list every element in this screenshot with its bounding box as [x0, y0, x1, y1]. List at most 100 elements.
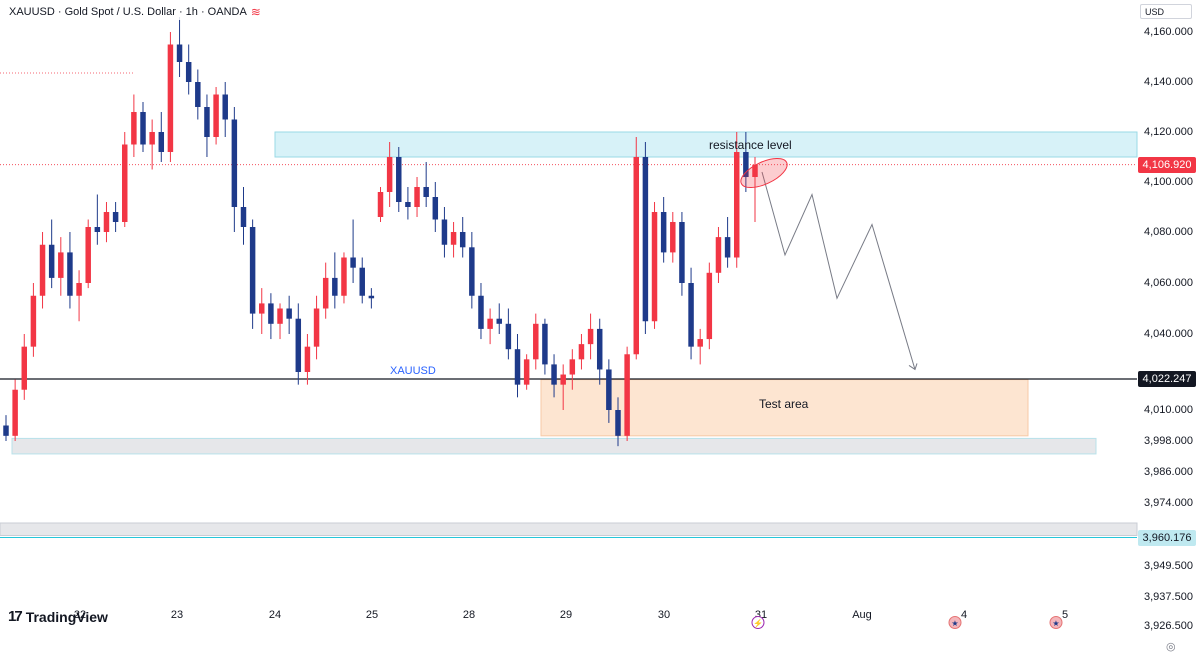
projection-path[interactable]: [761, 171, 916, 370]
candle: [149, 119, 155, 170]
price-tick-label: 4,040.000: [1144, 328, 1193, 340]
candle: [743, 132, 749, 192]
time-tick-label: 23: [170, 609, 184, 621]
us-flag-icon[interactable]: ★: [948, 616, 962, 629]
candle: [578, 334, 585, 370]
candle: [350, 219, 356, 283]
candle: [752, 157, 758, 222]
price-tick-label: 3,937.500: [1144, 591, 1193, 603]
candle: [368, 288, 375, 309]
candle: [423, 162, 429, 207]
lines-layer: [0, 72, 1137, 539]
zone-lower-band[interactable]: [0, 522, 1138, 536]
candle: [268, 293, 274, 340]
price-tick-label: 3,998.000: [1144, 435, 1193, 447]
candle: [651, 202, 658, 329]
chart-title-text: XAUUSD · Gold Spot / U.S. Dollar · 1h · …: [9, 6, 247, 18]
candle: [377, 187, 384, 222]
candle: [560, 364, 566, 410]
candle: [487, 308, 493, 345]
candles-layer: [3, 17, 758, 447]
candle: [3, 415, 9, 441]
candle: [505, 308, 512, 360]
candle: [158, 112, 165, 162]
candle: [213, 87, 219, 145]
price-tick-label: 4,080.000: [1144, 226, 1193, 238]
us-flag-icon[interactable]: ★: [1049, 616, 1063, 629]
tradingview-logo[interactable]: 17 TradingView: [8, 608, 108, 625]
candle: [670, 212, 676, 263]
candle: [249, 219, 256, 329]
candle: [533, 313, 539, 370]
brand-name: TradingView: [25, 608, 108, 625]
candle: [58, 237, 64, 296]
candle: [204, 94, 210, 157]
time-tick-label: 24: [268, 609, 282, 621]
settings-icon[interactable]: ◎: [1166, 641, 1176, 653]
candle: [688, 267, 694, 360]
candle: [167, 32, 174, 162]
candle: [514, 334, 521, 398]
candle: [322, 262, 329, 319]
projection-arrowhead: [908, 363, 918, 371]
candle: [405, 187, 411, 220]
time-tick-label: 30: [657, 609, 671, 621]
price-tick-label: 3,926.500: [1144, 620, 1193, 632]
flash-icon[interactable]: ⚡: [751, 616, 765, 629]
candle: [432, 182, 439, 232]
candle: [48, 219, 55, 289]
candle: [542, 318, 548, 375]
level-price-badge: 4,022.247: [1138, 370, 1196, 387]
candle: [259, 288, 265, 334]
candle: [313, 295, 320, 360]
candle: [386, 142, 393, 207]
candle: [222, 82, 228, 137]
candle: [615, 397, 621, 447]
candle: [94, 194, 101, 245]
price-tick-label: 4,160.000: [1144, 26, 1193, 38]
candle: [478, 283, 484, 340]
candle: [724, 217, 731, 268]
candle: [295, 303, 302, 385]
candle: [441, 207, 448, 258]
candle: [697, 328, 703, 365]
candle: [642, 142, 649, 334]
price-tick-label: 4,010.000: [1144, 404, 1193, 416]
candle: [469, 232, 475, 309]
time-tick-label: 5: [1061, 609, 1069, 621]
price-tick-label: 3,986.000: [1144, 466, 1193, 478]
time-tick-label: 28: [462, 609, 476, 621]
candle: [185, 44, 192, 95]
candle: [341, 252, 347, 304]
highlight-ellipse[interactable]: [737, 152, 792, 193]
currency-selector[interactable]: USD: [1140, 4, 1192, 19]
price-tick-label: 4,120.000: [1144, 126, 1193, 138]
candle: [359, 257, 365, 304]
candle: [396, 147, 402, 212]
candle: [195, 69, 201, 120]
candle: [103, 202, 110, 243]
candle: [450, 222, 457, 258]
candle: [633, 137, 639, 360]
candle: [606, 359, 612, 423]
candle: [12, 379, 18, 441]
zone-support[interactable]: [11, 437, 1097, 455]
candle: [332, 252, 338, 309]
candle: [624, 346, 630, 441]
candle: [459, 217, 466, 258]
live-data-icon: ≋: [250, 5, 261, 19]
candle: [496, 303, 502, 334]
chart-title[interactable]: XAUUSD · Gold Spot / U.S. Dollar · 1h · …: [6, 4, 264, 20]
price-tick-label: 4,140.000: [1144, 76, 1193, 88]
candle: [176, 17, 183, 77]
current-price-badge: 4,106.920: [1138, 156, 1196, 173]
candle: [30, 283, 37, 357]
resistance-level-label: resistance level: [709, 138, 792, 152]
zones-layer: [0, 131, 1138, 536]
candle: [679, 212, 685, 296]
price-tick-label: 3,949.500: [1144, 560, 1193, 572]
zone-Test-area[interactable]: [540, 379, 1029, 437]
zone-resistance-level[interactable]: [274, 131, 1138, 158]
projection-layer: [737, 152, 918, 371]
